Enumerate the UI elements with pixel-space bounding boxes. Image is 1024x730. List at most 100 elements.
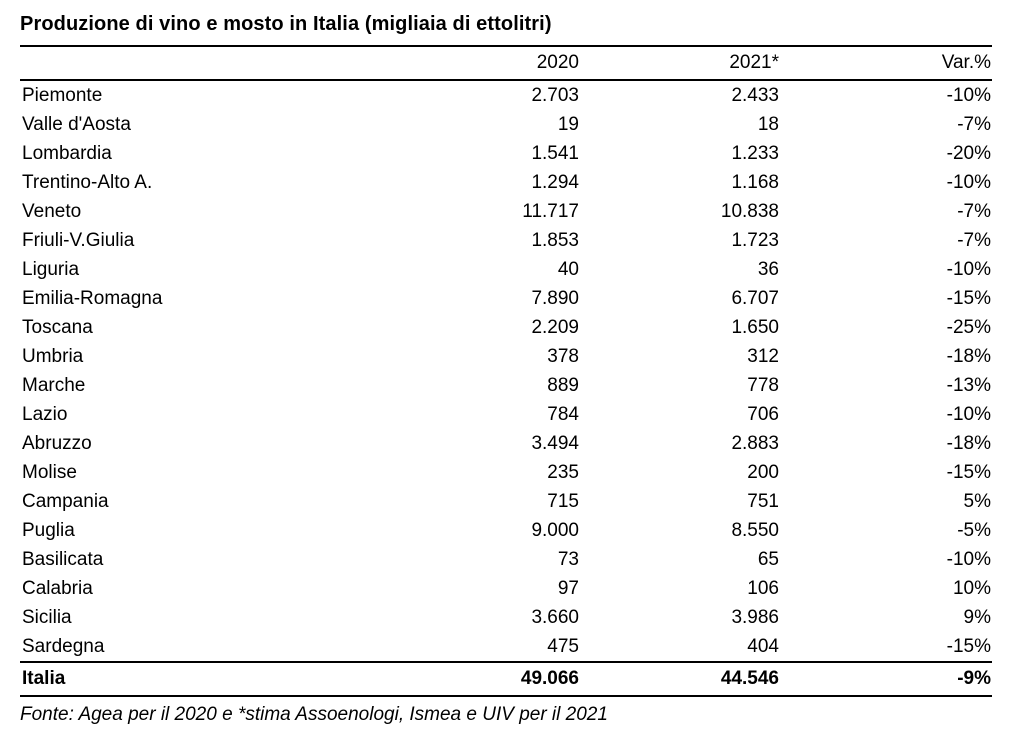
cell-var: -18% [946,345,991,367]
cell-region: Molise [22,461,77,483]
cell-y2021: 3.986 [731,606,779,628]
total-2020: 49.066 [350,661,580,697]
cell-var: -10% [946,171,991,193]
cell-y2020: 11.717 [522,200,579,222]
cell-y2021: 404 [747,635,779,657]
cell-var: 10% [952,577,991,599]
cell-y2020: 73 [557,548,579,570]
cell-y2021: 2.883 [731,432,779,454]
cell-y2020: 7.890 [531,287,579,309]
table-row: Liguria 40 36 -10% [20,255,992,284]
cell-region: Basilicata [22,548,104,570]
cell-y2021: 6.707 [731,287,779,309]
cell-region: Veneto [22,200,82,222]
table-row: Basilicata 73 65 -10% [20,545,992,574]
cell-region: Toscana [22,316,93,338]
cell-var: 5% [963,490,991,512]
cell-y2021: 751 [747,490,779,512]
cell-y2021: 65 [757,548,779,570]
cell-var: -15% [946,461,991,483]
cell-var: -10% [946,84,991,106]
table-row: Puglia 9.000 8.550 -5% [20,516,992,545]
cell-var: -25% [946,316,991,338]
header-region [20,46,350,81]
cell-y2021: 2.433 [731,84,779,106]
cell-region: Umbria [22,345,84,367]
table-row: Sicilia 3.660 3.986 9% [20,603,992,632]
cell-region: Piemonte [22,84,103,106]
cell-y2020: 3.494 [531,432,579,454]
cell-y2020: 19 [557,113,579,135]
cell-region: Emilia-Romagna [22,287,163,309]
cell-y2021: 312 [747,345,779,367]
cell-var: -13% [946,374,991,396]
cell-y2020: 378 [547,345,579,367]
table-row: Lombardia 1.541 1.233 -20% [20,139,992,168]
table-row: Umbria 378 312 -18% [20,342,992,371]
table-row: Valle d'Aosta 19 18 -7% [20,110,992,139]
cell-var: -5% [957,519,991,541]
table-row: Marche 889 778 -13% [20,371,992,400]
cell-y2020: 784 [547,403,579,425]
cell-y2020: 1.541 [531,142,579,164]
cell-var: -15% [946,287,991,309]
cell-y2021: 200 [747,461,779,483]
cell-var: -7% [957,229,991,251]
cell-region: Sicilia [22,606,72,628]
table-row: Lazio 784 706 -10% [20,400,992,429]
production-table: 2020 2021* Var.% Piemonte 2.703 2.433 -10% V… [20,45,992,697]
cell-y2021: 706 [747,403,779,425]
cell-region: Abruzzo [22,432,92,454]
cell-y2020: 2.209 [531,316,579,338]
cell-y2020: 235 [547,461,579,483]
cell-region: Calabria [22,577,93,599]
cell-y2021: 1.650 [731,316,779,338]
cell-y2021: 1.233 [731,142,779,164]
table-row: Veneto 11.717 10.838 -7% [20,197,992,226]
table-row: Trentino-Alto A. 1.294 1.168 -10% [20,168,992,197]
cell-var: 9% [963,606,991,628]
cell-var: -20% [946,142,991,164]
cell-y2020: 715 [547,490,579,512]
cell-region: Puglia [22,519,75,541]
cell-y2020: 889 [547,374,579,396]
table-header: 2020 2021* Var.% [20,46,992,81]
cell-var: -15% [946,635,991,657]
table-row: Molise 235 200 -15% [20,458,992,487]
cell-y2021: 106 [747,577,779,599]
cell-var: -10% [946,403,991,425]
total-row: Italia 49.066 44.546 -9% [20,661,992,697]
total-region: Italia [20,661,350,697]
table-row: Friuli-V.Giulia 1.853 1.723 -7% [20,226,992,255]
cell-y2021: 18 [757,113,779,135]
table-row: Toscana 2.209 1.650 -25% [20,313,992,342]
cell-var: -10% [946,548,991,570]
total-var: -9% [780,661,992,697]
cell-y2020: 475 [547,635,579,657]
cell-region: Friuli-V.Giulia [22,229,135,251]
cell-y2021: 778 [747,374,779,396]
cell-region: Liguria [22,258,80,280]
cell-var: -10% [946,258,991,280]
header-2020: 2020 [350,46,580,81]
table-row: Calabria 97 106 10% [20,574,992,603]
cell-var: -18% [946,432,991,454]
cell-y2021: 8.550 [731,519,779,541]
cell-y2020: 3.660 [531,606,579,628]
table-footer: Italia 49.066 44.546 -9% [20,661,992,697]
header-row: 2020 2021* Var.% [20,46,992,81]
cell-y2021: 36 [757,258,779,280]
cell-region: Campania [22,490,109,512]
cell-region: Lazio [22,403,68,425]
cell-y2020: 2.703 [531,84,579,106]
cell-y2020: 9.000 [531,519,579,541]
cell-y2021: 1.723 [731,229,779,251]
cell-var: -7% [957,200,991,222]
cell-region: Trentino-Alto A. [22,171,153,193]
table-row: Piemonte 2.703 2.433 -10% [20,80,992,110]
cell-region: Valle d'Aosta [22,113,131,135]
table-body: Piemonte 2.703 2.433 -10% Valle d'Aosta 19 18 -… [20,80,992,662]
table-row: Emilia-Romagna 7.890 6.707 -15% [20,284,992,313]
cell-var: -7% [957,113,991,135]
